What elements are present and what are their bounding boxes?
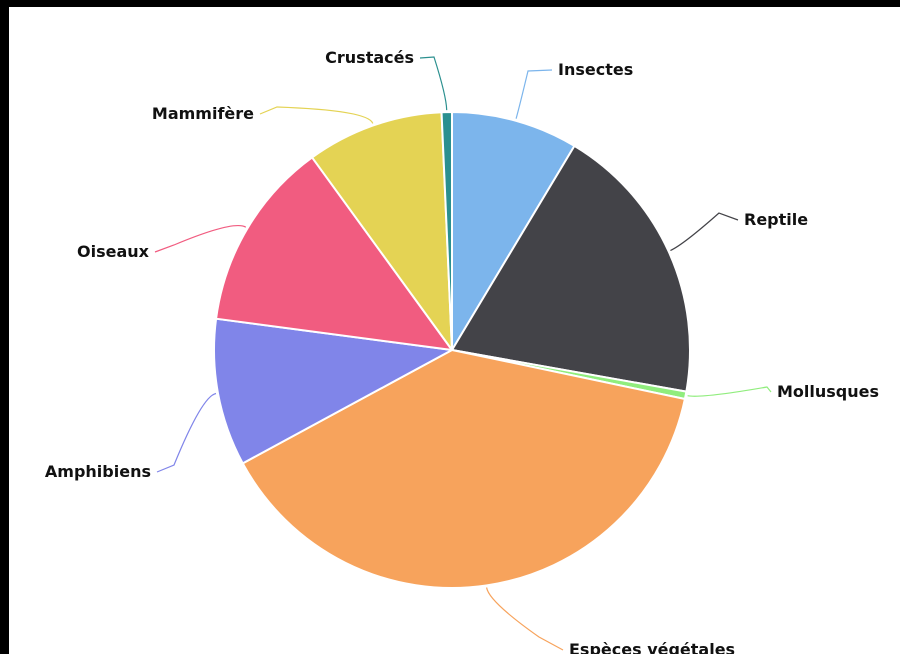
label-amphibiens: Amphibiens [45, 462, 151, 481]
pie-slice-crustaces[interactable] [440, 111, 453, 351]
label-crustaces: Crustacés [325, 48, 414, 67]
label-connectors [154, 56, 772, 651]
pie-slice-amphibiens[interactable] [213, 317, 453, 465]
label-especes-vegetales: Espèces végétales [569, 640, 735, 654]
label-oiseaux: Oiseaux [77, 242, 150, 261]
pie-slice-reptile[interactable] [451, 144, 691, 393]
connector-oiseaux [154, 224, 247, 253]
pie-slice-oiseaux[interactable] [215, 156, 453, 351]
label-mammifere: Mammifère [152, 104, 254, 123]
connector-reptile [670, 212, 739, 252]
label-reptile: Reptile [744, 210, 808, 229]
pie-slice-especes-vegetales[interactable] [241, 349, 686, 589]
connector-crustaces [419, 56, 448, 111]
label-mollusques: Mollusques [777, 382, 879, 401]
slice-labels: Insectes Reptile Mollusques Espèces végétal… [45, 48, 879, 654]
connector-mollusques [687, 386, 772, 397]
connector-mammifere [259, 106, 374, 124]
pie-slice-insectes[interactable] [451, 111, 576, 351]
pie-chart: Insectes Reptile Mollusques Espèces végétal… [45, 48, 879, 654]
pie-slices [213, 111, 691, 589]
connector-amphibiens [156, 392, 217, 473]
connector-especes-vegetales [486, 587, 564, 651]
chart-panel: Insectes Reptile Mollusques Espèces végétal… [9, 7, 900, 654]
label-insectes: Insectes [558, 60, 633, 79]
connector-insectes [515, 69, 553, 119]
pie-slice-mammifere[interactable] [311, 111, 453, 351]
